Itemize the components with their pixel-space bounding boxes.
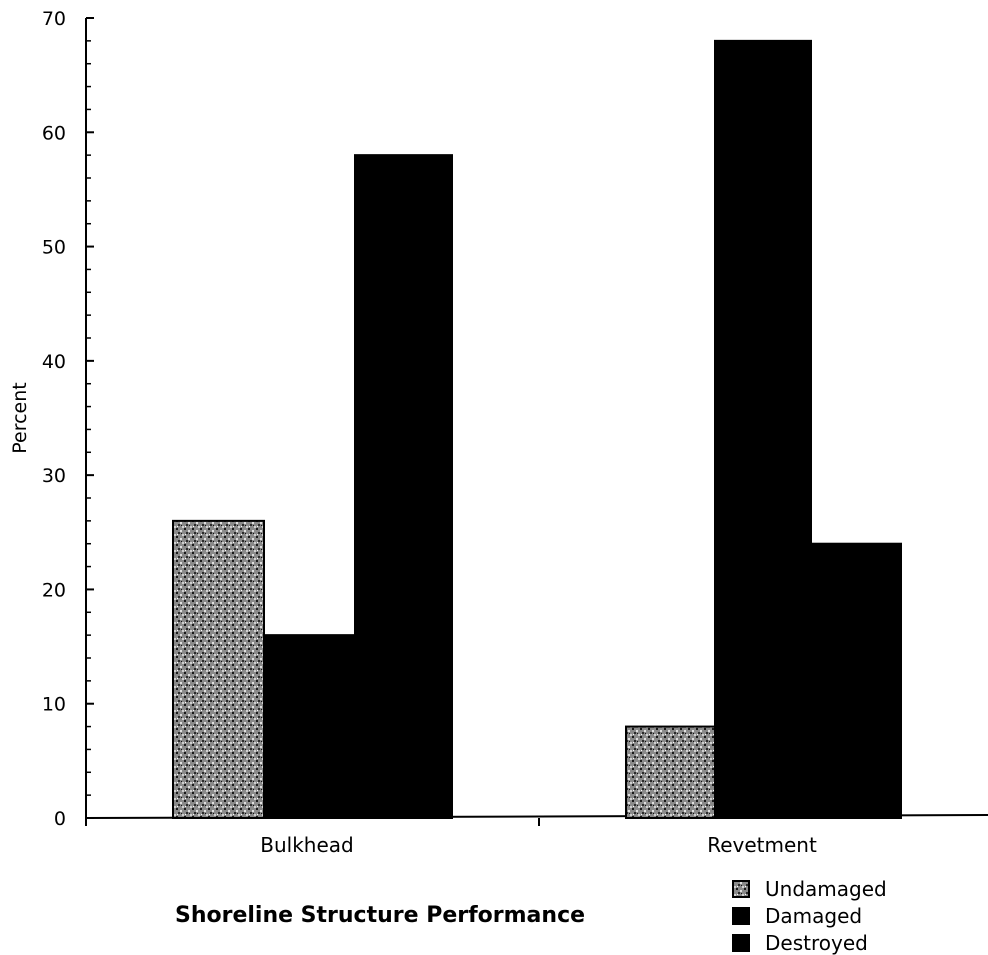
bars bbox=[85, 39, 902, 826]
y-axis-ticks: 0 10 20 30 40 50 60 70 bbox=[42, 8, 94, 830]
bar-revetment-damaged bbox=[714, 39, 812, 820]
bar-revetment-destroyed bbox=[810, 542, 902, 819]
y-axis-title: Percent bbox=[9, 382, 31, 454]
y-tick-label: 0 bbox=[54, 808, 66, 830]
y-tick-label: 70 bbox=[42, 8, 66, 30]
bar-bulkhead-damaged bbox=[263, 634, 356, 820]
category-labels: Bulkhead Revetment bbox=[260, 833, 817, 857]
bar-bulkhead-undamaged bbox=[172, 519, 265, 819]
y-tick-label: 60 bbox=[42, 122, 66, 144]
legend: Undamaged Damaged Destroyed bbox=[732, 877, 887, 955]
legend-swatch-undamaged bbox=[732, 880, 750, 898]
legend-label-damaged: Damaged bbox=[765, 904, 862, 928]
legend-swatch-destroyed bbox=[732, 934, 750, 952]
y-tick-label: 50 bbox=[42, 237, 66, 259]
category-label-revetment: Revetment bbox=[707, 833, 817, 857]
y-tick-label: 10 bbox=[42, 694, 66, 716]
chart-title: Shoreline Structure Performance bbox=[175, 903, 585, 928]
bar-revetment-undamaged bbox=[625, 725, 716, 819]
legend-label-destroyed: Destroyed bbox=[765, 931, 868, 955]
category-label-bulkhead: Bulkhead bbox=[260, 833, 353, 857]
legend-swatch-damaged bbox=[732, 907, 750, 925]
y-tick-label: 20 bbox=[42, 579, 66, 601]
y-tick-label: 30 bbox=[42, 465, 66, 487]
bar-bulkhead-destroyed bbox=[354, 154, 453, 819]
legend-label-undamaged: Undamaged bbox=[765, 877, 887, 901]
y-tick-label: 40 bbox=[42, 351, 66, 373]
